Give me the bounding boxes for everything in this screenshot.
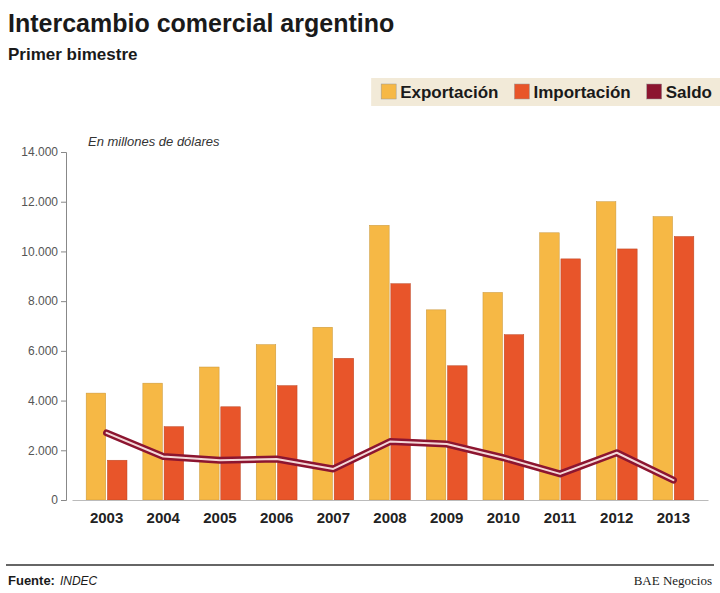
y-axis: 0 2.000 4.000 6.000 8.000 10.000 12.000 14.000 <box>21 145 66 507</box>
y-tick-label: 0 <box>51 493 58 507</box>
x-tick: 2008 <box>373 509 406 526</box>
credit: BAE Negocios <box>634 573 712 588</box>
y-tick-label: 12.000 <box>21 195 58 209</box>
legend-swatch <box>647 84 662 99</box>
plot: En millones de dólares 0 2.000 4.000 6.000 8.… <box>21 134 708 526</box>
y-tick-mark <box>61 251 66 252</box>
subtitle: Primer bimestre <box>8 45 137 64</box>
y-tick-label: 6.000 <box>28 344 58 358</box>
annotation: En millones de dólares <box>88 134 220 149</box>
x-tick-label: 2006 <box>260 509 293 526</box>
y-tick-mark <box>61 202 66 203</box>
x-axis: 2003 2004 2005 2006 2007 2008 2009 2010 2011 2012… <box>73 501 709 526</box>
bar <box>674 237 694 500</box>
y-tick: 12.000 <box>21 195 66 209</box>
x-tick: 2006 <box>260 509 293 526</box>
x-tick-label: 2003 <box>90 509 123 526</box>
bar <box>391 284 411 500</box>
line-outer <box>107 433 674 480</box>
footer-rule <box>6 564 714 566</box>
x-tick-label: 2005 <box>203 509 236 526</box>
y-tick-label: 14.000 <box>21 145 58 159</box>
y-tick: 6.000 <box>28 344 66 358</box>
y-tick-mark <box>61 401 66 402</box>
legend-background <box>371 78 720 106</box>
legend-label: Importación <box>533 83 630 102</box>
y-tick-label: 2.000 <box>28 444 58 458</box>
bar <box>370 225 390 500</box>
y-tick-label: 4.000 <box>28 394 58 408</box>
x-tick-label: 2012 <box>600 509 633 526</box>
bar <box>164 427 184 500</box>
marks <box>86 202 694 500</box>
title: Intercambio comercial argentino <box>8 9 394 37</box>
x-tick-label: 2010 <box>487 509 520 526</box>
y-tick-label: 8.000 <box>28 294 58 308</box>
bar <box>86 393 106 500</box>
x-tick-label: 2007 <box>317 509 350 526</box>
x-tick: 2007 <box>317 509 350 526</box>
y-tick: 8.000 <box>28 294 66 308</box>
y-tick: 4.000 <box>28 394 66 408</box>
bar <box>504 335 524 500</box>
legend-label: Saldo <box>666 83 712 102</box>
bar <box>200 367 220 500</box>
y-axis-line <box>61 153 67 501</box>
chart-root: Intercambio comercial argentino Primer bi… <box>0 0 720 593</box>
bar <box>334 358 354 500</box>
legend-label: Exportación <box>400 83 498 102</box>
source-label: Fuente: <box>8 573 55 588</box>
y-tick-mark <box>61 301 66 302</box>
x-tick: 2003 <box>90 509 123 526</box>
x-tick-label: 2008 <box>373 509 406 526</box>
y-tick: 2.000 <box>28 444 66 458</box>
bar <box>426 310 446 500</box>
bar <box>313 327 333 500</box>
bar <box>540 233 560 500</box>
x-tick-label: 2009 <box>430 509 463 526</box>
y-tick: 14.000 <box>21 145 66 159</box>
x-tick: 2013 <box>657 509 690 526</box>
y-tick-mark <box>61 450 66 451</box>
bar <box>107 460 127 500</box>
x-tick: 2004 <box>147 509 181 526</box>
x-tick: 2005 <box>203 509 236 526</box>
x-tick-label: 2013 <box>657 509 690 526</box>
bar <box>653 217 673 500</box>
line-inner <box>107 433 674 480</box>
source: INDEC <box>60 574 98 588</box>
y-tick-mark <box>61 500 66 501</box>
y-tick-label: 10.000 <box>21 245 58 259</box>
x-tick: 2011 <box>544 509 577 526</box>
y-tick: 10.000 <box>21 245 66 259</box>
legend-swatch <box>381 84 396 99</box>
bar <box>221 407 241 500</box>
x-tick: 2012 <box>600 509 633 526</box>
x-tick-label: 2004 <box>147 509 181 526</box>
x-axis-line <box>73 500 709 501</box>
x-tick: 2009 <box>430 509 463 526</box>
x-tick-label: 2011 <box>544 509 577 526</box>
y-tick: 0 <box>51 493 66 507</box>
bar <box>448 366 468 500</box>
bar <box>256 345 276 500</box>
bar <box>143 383 163 500</box>
x-tick: 2010 <box>487 509 520 526</box>
y-tick-mark <box>61 351 66 352</box>
legend: Exportación Importación Saldo <box>371 78 720 106</box>
y-tick-mark <box>61 152 66 153</box>
legend-swatch <box>514 84 529 99</box>
bar <box>483 292 503 500</box>
bar <box>277 386 297 500</box>
